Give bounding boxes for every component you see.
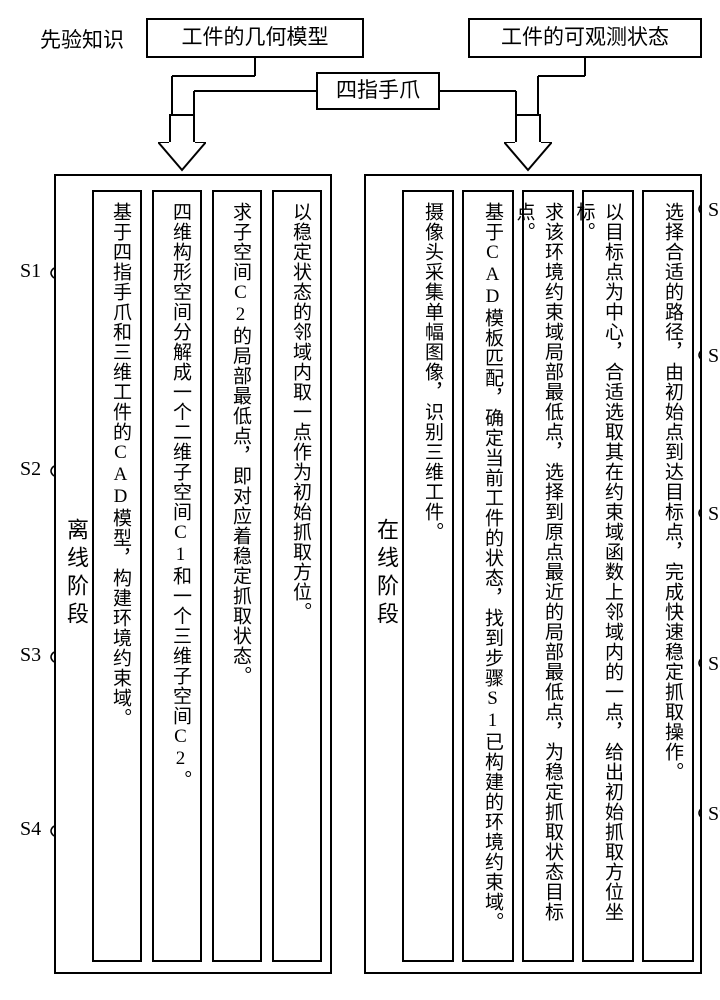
label-s3-left: S3 [20, 644, 41, 667]
label-s8-right: S8 [708, 653, 720, 676]
label-s7-right: S7 [708, 503, 720, 526]
step-s1: 基于四指手爪和三维工件的CAD模型，构建环境约束域。 [92, 190, 142, 962]
step-s4: 以稳定状态的邻域内取一点作为初始抓取方位。 [272, 190, 322, 962]
offline-arrow [158, 114, 206, 170]
label-s1-left: S1 [20, 260, 41, 283]
label-s2-left: S2 [20, 458, 41, 481]
step-s3: 求子空间C2的局部最低点，即对应着稳定抓取状态。 [212, 190, 262, 962]
step-s6: 基于CAD模板匹配，确定当前工件的状态，找到步骤S1已构建的环境约束域。 [462, 190, 514, 962]
label-s6-right: S6 [708, 345, 720, 368]
step-s9: 选择合适的路径，由初始点到达目标点，完成快速稳定抓取操作。 [642, 190, 694, 962]
header-connectors [18, 18, 702, 164]
online-arrow [504, 114, 552, 170]
label-s9-right: S9 [708, 803, 720, 826]
label-s4-left: S4 [20, 818, 41, 841]
step-s5: 摄像头采集单幅图像，识别三维工件。 [402, 190, 454, 962]
step-s7: 求该环境约束域局部最低点，选择到原点最近的局部最低点，为稳定抓取状态目标点。 [522, 190, 574, 962]
online-phase: 在线阶段 摄像头采集单幅图像，识别三维工件。 基于CAD模板匹配，确定当前工件的… [364, 174, 702, 974]
step-s2: 四维构形空间分解成一个二维子空间C1和一个三维子空间C2。 [152, 190, 202, 962]
diagram-root: 先验知识 工件的几何模型 工件的可观测状态 四指手爪 [18, 18, 702, 982]
label-s5-right: S5 [708, 199, 720, 222]
offline-phase: 离线阶段 基于四指手爪和三维工件的CAD模型，构建环境约束域。 四维构形空间分解… [54, 174, 332, 974]
step-s8: 以目标点为中心，合适选取其在约束域函数上邻域内的一点，给出初始抓取方位坐标。 [582, 190, 634, 962]
online-title: 在线阶段 [370, 518, 402, 630]
